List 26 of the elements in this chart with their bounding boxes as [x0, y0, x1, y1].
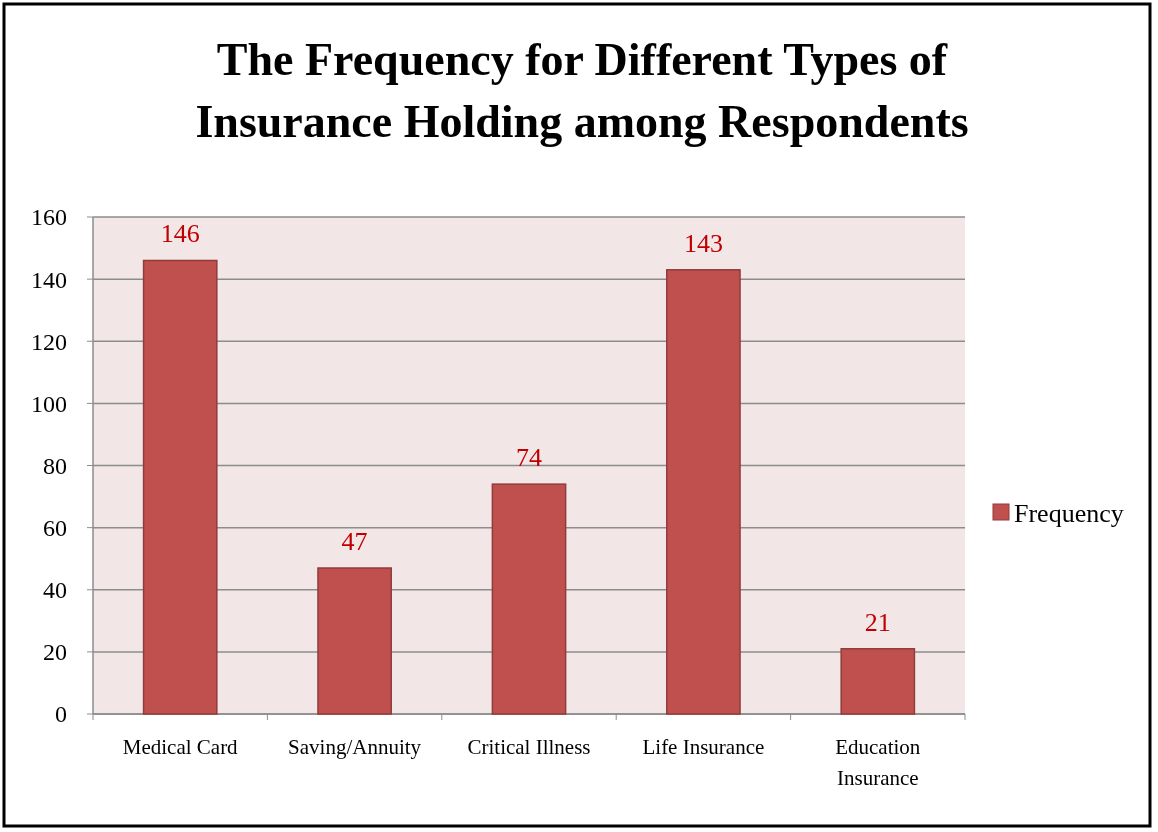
y-tick-label: 120 — [31, 328, 67, 355]
y-tick-label: 80 — [43, 452, 67, 479]
bar — [142, 259, 218, 715]
y-tick-label: 100 — [31, 390, 67, 417]
x-tick-label: Medical Card — [122, 735, 239, 759]
y-tick-label: 140 — [31, 266, 67, 293]
bar — [317, 567, 392, 715]
data-label: 21 — [864, 607, 891, 637]
data-label: 47 — [341, 527, 368, 557]
y-tick-label: 160 — [31, 204, 67, 231]
x-tick-label: Education Insurance — [835, 735, 921, 790]
legend-label: Frequency — [1014, 499, 1124, 529]
data-label: 143 — [683, 228, 723, 258]
y-tick-label: 40 — [43, 577, 67, 604]
data-label: 146 — [160, 219, 200, 249]
data-label: 74 — [516, 443, 542, 473]
y-tick-label: 20 — [43, 639, 67, 666]
bar — [491, 483, 567, 715]
bar — [840, 648, 916, 715]
x-tick-label: Life Insurance — [642, 735, 765, 759]
y-tick-label: 0 — [55, 701, 67, 728]
x-tick-label: Critical Illness — [467, 735, 591, 759]
chart-title: The Frequency for Different Types of Insurance Holding among Respondents — [195, 34, 969, 147]
x-tick-label: Saving/Annuity — [288, 735, 422, 759]
y-tick-label: 60 — [43, 515, 67, 542]
bar — [666, 269, 741, 715]
